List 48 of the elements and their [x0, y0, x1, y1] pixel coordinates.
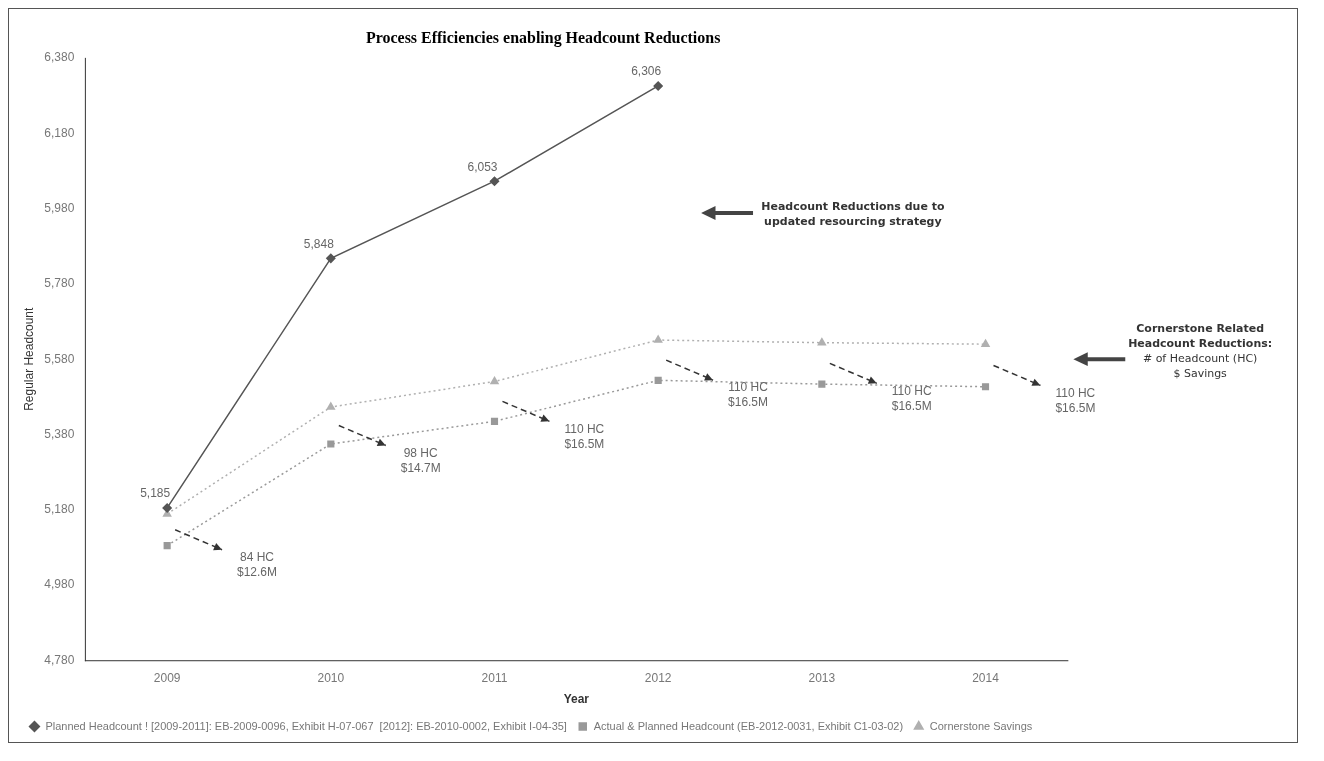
x-tick-label: 2010 [317, 670, 345, 685]
point [326, 402, 336, 410]
legend-label: Cornerstone Savings [929, 719, 1033, 732]
data-label: 6,306 [631, 64, 662, 79]
annotation: 110 HC $16.5M [1055, 385, 1096, 415]
x-tick-label: 2011 [481, 670, 508, 685]
y-tick-label: 5,980 [44, 200, 75, 215]
point [818, 380, 826, 388]
y-tick-label: 5,180 [44, 502, 75, 517]
y-tick-label: 6,380 [44, 50, 75, 65]
y-tick-label: 5,380 [44, 426, 75, 441]
data-label: 5,848 [303, 236, 335, 251]
point [163, 542, 171, 550]
point [653, 335, 663, 343]
point [981, 339, 990, 347]
point [162, 503, 172, 513]
x-axis-title: Year [563, 692, 590, 707]
data-label: 6,053 [467, 159, 498, 174]
x-tick-label: 2013 [808, 670, 836, 685]
point [490, 376, 499, 385]
text: Cornerstone Related Headcount Reductions: # of Headcount (HC) $ Savings [1128, 322, 1273, 380]
x-tick-label: 2012 [644, 670, 672, 685]
annotation: 84 HC $12.6M [237, 550, 277, 579]
point [326, 253, 336, 264]
point [489, 176, 500, 186]
point [327, 440, 335, 448]
x-tick-label: 2009 [153, 670, 181, 685]
y-tick-label: 6,180 [44, 125, 75, 140]
y-axis-title: Regular Headcount [22, 307, 37, 411]
legend-label: Planned Headcount ! [2009-2011]: EB-2009-0096, Exhibit H-07-067 [2012]: EB-2010-0002, Exhibit I-04-35] [45, 719, 567, 732]
point [981, 383, 990, 391]
point [490, 417, 499, 425]
y-tick-label: 5,780 [44, 276, 75, 291]
point [817, 337, 827, 346]
point [654, 376, 662, 384]
y-tick-label: 4,980 [44, 577, 75, 592]
annotation: 98 HC $14.7M [400, 445, 441, 475]
chart-title: Process Efficiencies enabling Headcount Reductions [365, 28, 721, 47]
point [653, 81, 663, 91]
annotation: 110 HC $16.5M [891, 383, 932, 413]
annotation: Headcount Reductions due to updated resourcing strategy [761, 199, 945, 228]
annotation: 110 HC $16.5M [728, 380, 769, 410]
y-tick-label: 4,780 [44, 652, 75, 667]
legend-label: Actual & Planned Headcount (EB-2012-0031, Exhibit C1-03-02) [593, 719, 904, 732]
x-tick-label: 2014 [972, 670, 1000, 685]
data-label: 5,185 [140, 486, 171, 501]
y-tick-label: 5,580 [44, 351, 75, 366]
annotation: 110 HC $16.5M [564, 421, 605, 451]
